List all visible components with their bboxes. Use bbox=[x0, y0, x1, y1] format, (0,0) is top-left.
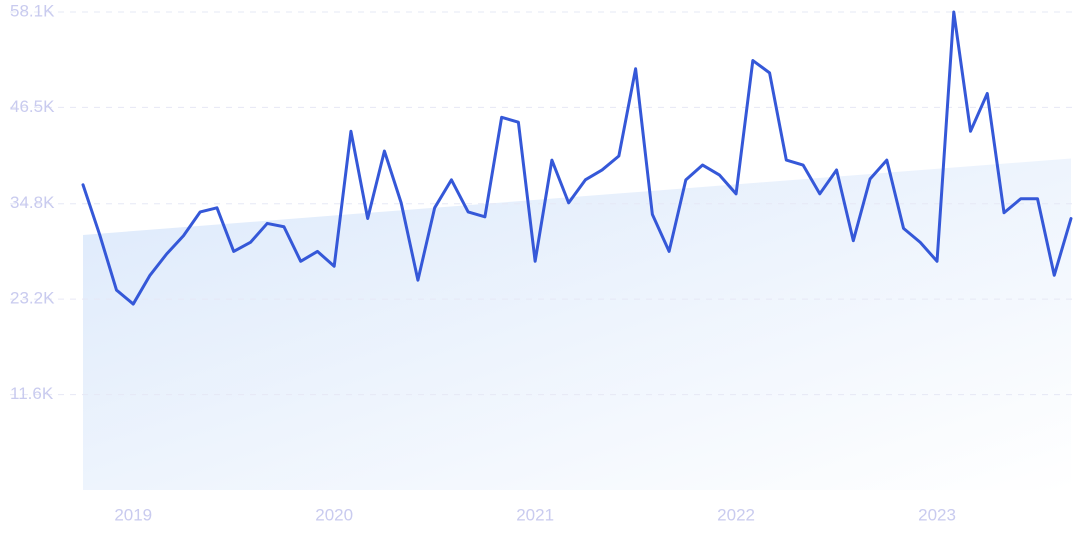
y-tick-label: 34.8K bbox=[10, 193, 55, 212]
line bbox=[81, 10, 1073, 306]
x-tick-label: 2023 bbox=[918, 505, 956, 524]
trend-area bbox=[83, 158, 1071, 490]
x-tick-label: 2020 bbox=[315, 505, 353, 524]
x-tick-label: 2019 bbox=[114, 505, 152, 524]
y-tick-label: 23.2K bbox=[10, 289, 55, 308]
x-tick-label: 2021 bbox=[516, 505, 554, 524]
x-tick-label: 2022 bbox=[717, 505, 755, 524]
y-tick-label: 46.5K bbox=[10, 97, 55, 116]
y-tick-label: 11.6K bbox=[10, 384, 54, 403]
y-tick-label: 58.1K bbox=[10, 1, 55, 20]
